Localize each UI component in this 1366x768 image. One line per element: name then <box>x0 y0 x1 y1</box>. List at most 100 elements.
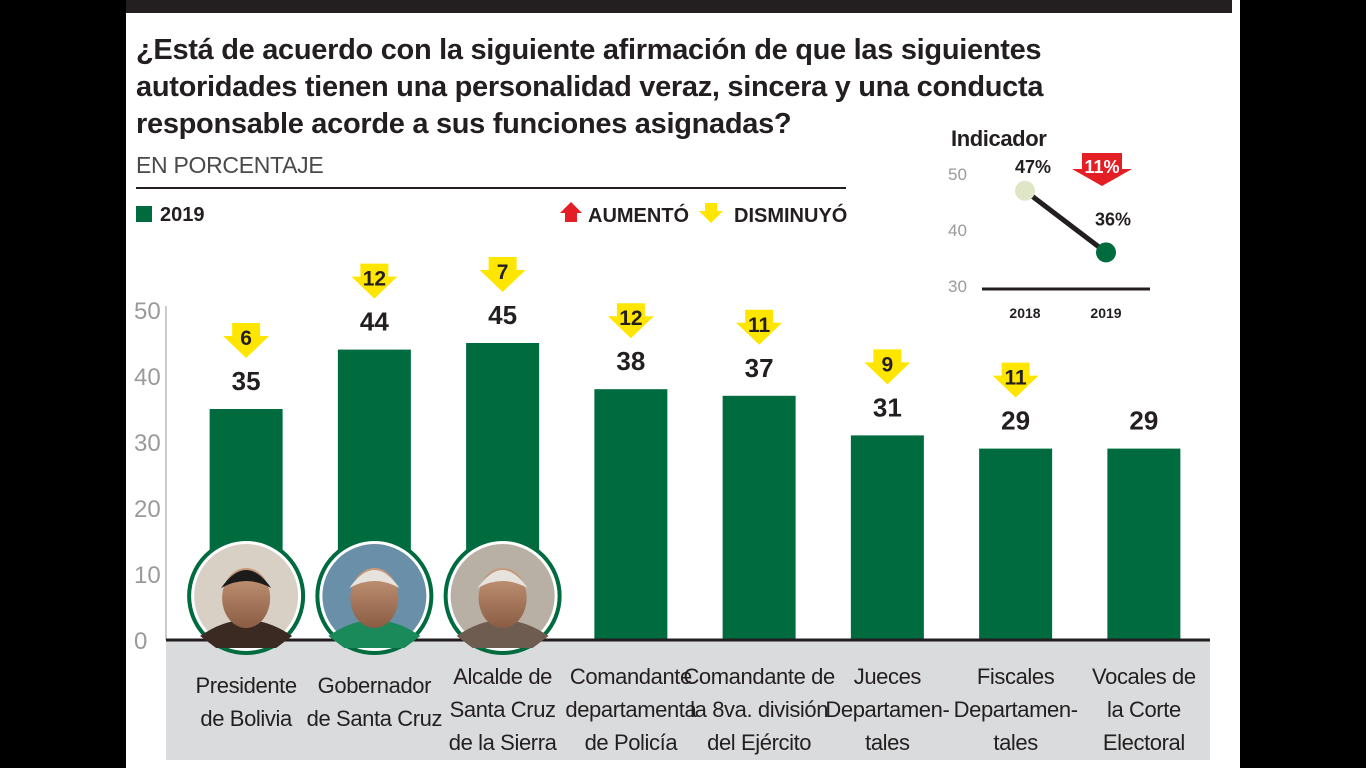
legend-down-arrow-icon <box>699 203 723 223</box>
inset-change-arrow-icon <box>1072 153 1132 186</box>
bar-value-label: 29 <box>1129 406 1158 436</box>
inset-point-label: 36% <box>1095 209 1131 229</box>
category-label-line: la Corte <box>1107 697 1181 722</box>
category-label-line: Gobernador <box>318 673 431 698</box>
change-badge: 7 <box>479 257 526 292</box>
down-arrow-icon <box>479 257 526 292</box>
portrait-hair <box>477 570 528 588</box>
legend-up-label: AUMENTÓ <box>588 203 689 227</box>
portrait-hair <box>221 570 272 588</box>
change-badge: 9 <box>864 349 911 385</box>
category-label-line: Departamen- <box>954 697 1078 722</box>
category-label-line: Comandante de <box>683 664 835 689</box>
portrait-shoulders <box>456 620 549 648</box>
inset-point-label: 47% <box>1015 157 1051 177</box>
bar-value-label: 35 <box>232 366 261 396</box>
change-value-label: 7 <box>497 261 509 284</box>
infographic-card: ¿Está de acuerdo con la siguiente afirma… <box>126 0 1240 768</box>
portrait-photo <box>315 537 434 655</box>
down-arrow-icon <box>736 309 783 345</box>
category-label-line: tales <box>865 730 910 755</box>
portrait-face <box>350 568 399 628</box>
portrait-face <box>222 568 271 628</box>
top-bar <box>126 0 1232 13</box>
inset-x-tick-label: 2019 <box>1090 305 1121 321</box>
down-arrow-icon <box>607 303 654 339</box>
category-label-line: de la Sierra <box>449 730 558 755</box>
legend-up-arrow-icon <box>560 202 582 222</box>
change-value-label: 11 <box>748 314 771 337</box>
bar-value-label: 45 <box>488 300 517 330</box>
category-label-line: Comandante <box>570 664 692 689</box>
inset-x-tick-label: 2018 <box>1009 305 1040 321</box>
category-label-line: tales <box>993 730 1038 755</box>
legend-2019-label: 2019 <box>160 204 205 226</box>
inset-y-tick-label: 50 <box>948 165 967 184</box>
change-value-label: 9 <box>882 353 894 376</box>
y-tick-label: 30 <box>134 430 161 457</box>
inset-change-label: 11% <box>1084 157 1119 177</box>
inset-title: Indicador <box>951 126 1047 151</box>
portrait-hair <box>349 570 400 588</box>
portrait-photo <box>187 537 306 655</box>
down-arrow-icon <box>992 362 1039 398</box>
category-label-line: Presidente <box>196 673 297 698</box>
y-axis: 0 10 20 30 40 50 <box>134 298 167 655</box>
category-label-line: de Policía <box>585 730 679 755</box>
bar <box>850 435 924 640</box>
portrait-photo <box>443 537 562 655</box>
subtitle-rule <box>136 187 846 189</box>
legend-2019-swatch <box>136 206 152 222</box>
category-band-bg <box>166 640 1210 760</box>
category-label-line: Jueces <box>854 664 922 689</box>
bar-value-label: 38 <box>616 346 645 376</box>
legend-down-label: DISMINUYÓ <box>734 203 847 227</box>
category-label-line: departamenta <box>565 697 697 722</box>
change-value-label: 12 <box>363 268 386 291</box>
change-badge: 6 <box>223 323 270 358</box>
inset-line <box>1023 188 1108 255</box>
category-label-line: Fiscales <box>977 664 1055 689</box>
category-label-line: Electoral <box>1103 730 1185 755</box>
change-indicators: 6 12 7 12 11 9 11 <box>223 257 1039 398</box>
indicator-inset: Indicador 30 40 50 47% 36% 2018 2019 11% <box>948 126 1150 321</box>
inset-point-2018 <box>1015 180 1035 201</box>
bar-value-labels: 35 44 45 38 37 31 29 29 <box>232 300 1159 436</box>
change-value-label: 11 <box>1005 367 1028 390</box>
inset-y-tick-label: 40 <box>948 221 967 240</box>
bar-value-label: 29 <box>1001 406 1030 436</box>
bar-value-label: 37 <box>745 353 774 383</box>
change-value-label: 12 <box>619 307 642 330</box>
category-label-line: de Santa Cruz <box>307 706 442 731</box>
change-badge: 11 <box>736 309 783 345</box>
inset-point-2019 <box>1096 242 1116 263</box>
change-badge: 11 <box>992 362 1039 398</box>
category-label-line: del Ejército <box>707 730 811 755</box>
chart-subtitle: EN PORCENTAJE <box>136 152 324 178</box>
bar-value-label: 31 <box>873 392 902 422</box>
change-value-label: 6 <box>240 327 252 350</box>
portrait-shoulders <box>328 620 421 648</box>
chart-canvas: 2019 AUMENTÓ DISMINUYÓ 0 10 20 30 40 50 35 44 4… <box>134 126 1210 760</box>
category-label-line: Departamen- <box>825 697 949 722</box>
category-labels: Presidente de Bolivia Gobernador de Santa C… <box>196 664 1197 755</box>
category-label-line: Alcalde de <box>453 664 552 689</box>
y-tick-label: 10 <box>134 562 161 589</box>
portrait-face <box>478 568 527 628</box>
change-badge: 12 <box>351 263 398 299</box>
category-label-line: Vocales de <box>1092 664 1196 689</box>
bar <box>722 395 796 640</box>
y-tick-label: 50 <box>134 298 161 325</box>
bar <box>1107 448 1181 640</box>
bar <box>979 448 1053 640</box>
category-label-line: Santa Cruz <box>450 697 556 722</box>
bar <box>594 389 668 640</box>
down-arrow-icon <box>351 263 398 299</box>
portrait-photos <box>187 537 562 655</box>
category-label-line: de Bolivia <box>200 706 293 731</box>
chart-title: ¿Está de acuerdo con la siguiente afirma… <box>136 34 1044 140</box>
y-tick-label: 0 <box>134 628 147 655</box>
down-arrow-icon <box>864 349 911 385</box>
legend: 2019 AUMENTÓ DISMINUYÓ <box>136 202 847 227</box>
portrait-shoulders <box>200 620 293 648</box>
